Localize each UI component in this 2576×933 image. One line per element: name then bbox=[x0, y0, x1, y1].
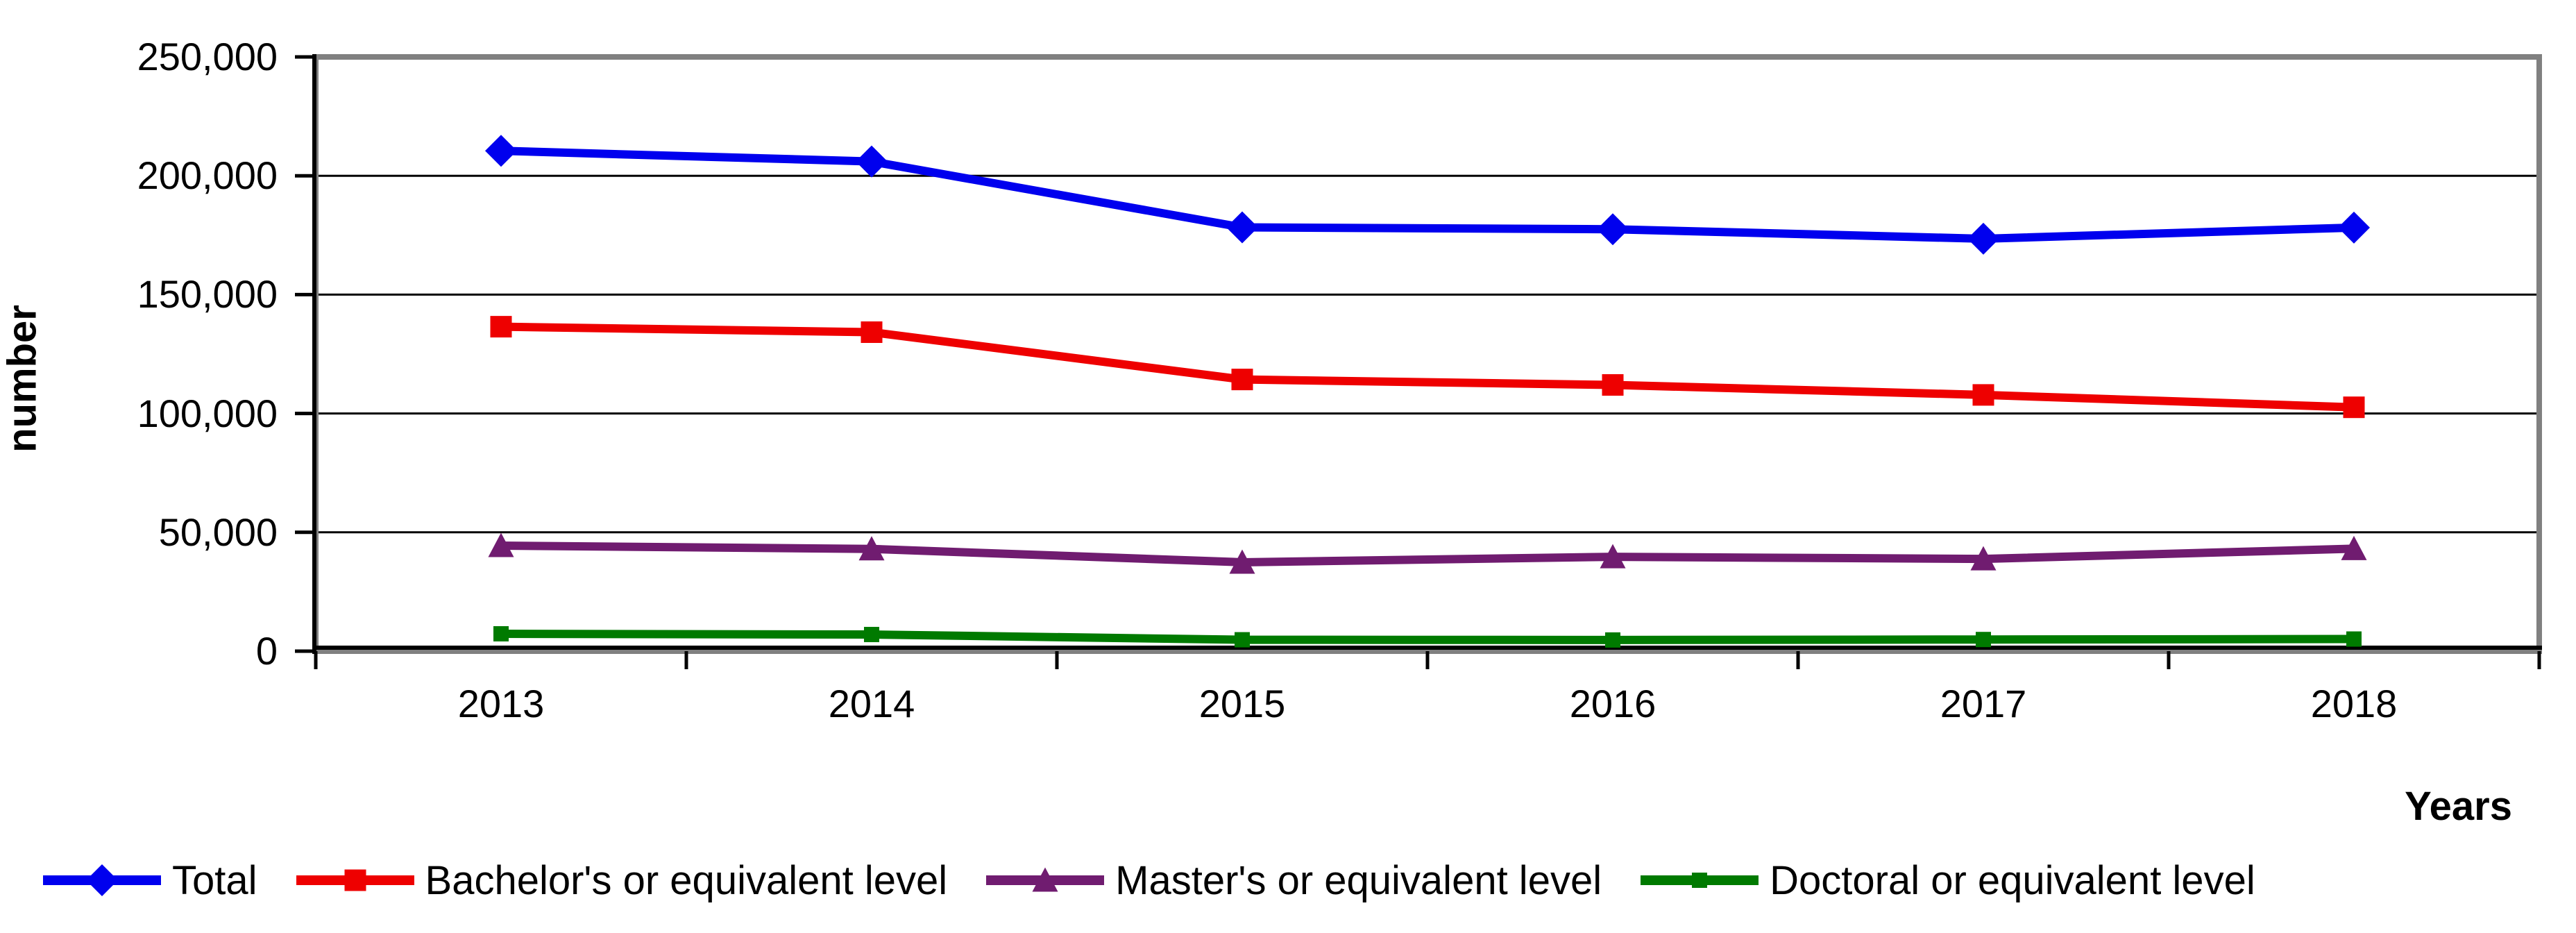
legend-label: Bachelor's or equivalent level bbox=[425, 857, 948, 903]
data-point-marker bbox=[1970, 546, 1997, 571]
legend-label: Doctoral or equivalent level bbox=[1770, 857, 2255, 903]
triangle-legend-marker-icon bbox=[986, 867, 1105, 892]
data-point-marker bbox=[1967, 222, 1999, 255]
y-axis-title: number bbox=[0, 305, 45, 453]
data-point-marker bbox=[2341, 535, 2367, 560]
series-line-2 bbox=[500, 541, 2355, 566]
data-point-marker bbox=[490, 316, 512, 338]
y-tick-label: 100,000 bbox=[137, 391, 278, 435]
data-point-marker bbox=[858, 536, 885, 561]
x-tick-label: 2014 bbox=[828, 682, 915, 725]
data-point-marker bbox=[2338, 211, 2370, 244]
data-point-marker bbox=[1226, 211, 1258, 244]
y-tick-label: 250,000 bbox=[137, 35, 278, 78]
x-tick-label: 2017 bbox=[1940, 682, 2027, 725]
y-tick-label: 50,000 bbox=[158, 510, 278, 554]
legend-label: Total bbox=[172, 857, 257, 903]
x-axis-title: Years bbox=[2405, 784, 2512, 829]
data-point-marker bbox=[1231, 369, 1253, 391]
square-small-legend-marker-icon bbox=[1641, 873, 1759, 888]
x-tick-label: 2016 bbox=[1569, 682, 1656, 725]
legend-label: Master's or equivalent level bbox=[1115, 857, 1602, 903]
chart-legend: Total Bachelor's or equivalent level Maste… bbox=[43, 848, 2541, 912]
data-point-marker bbox=[488, 532, 514, 557]
data-point-marker bbox=[344, 869, 366, 891]
data-point-marker bbox=[2343, 396, 2365, 419]
data-point-marker bbox=[1600, 544, 1626, 569]
data-point-marker bbox=[1597, 213, 1629, 246]
data-point-marker bbox=[1692, 873, 1708, 888]
data-point-marker bbox=[485, 135, 517, 167]
series-line-0 bbox=[500, 146, 2355, 243]
data-point-marker bbox=[861, 321, 883, 343]
data-point-marker bbox=[86, 864, 118, 896]
data-point-marker bbox=[1972, 384, 1994, 406]
data-point-marker bbox=[2346, 631, 2362, 647]
data-point-marker bbox=[1605, 632, 1620, 648]
legend-item: Bachelor's or equivalent level bbox=[296, 849, 948, 911]
data-point-marker bbox=[864, 627, 879, 643]
x-tick-label: 2015 bbox=[1198, 682, 1286, 725]
x-tick-label: 2013 bbox=[457, 682, 545, 725]
data-point-marker bbox=[1976, 632, 1991, 648]
data-point-marker bbox=[1229, 549, 1255, 574]
series-line-1 bbox=[500, 322, 2355, 412]
square-legend-marker-icon bbox=[296, 869, 414, 891]
data-point-marker bbox=[1032, 867, 1058, 892]
x-tick-label: 2018 bbox=[2310, 682, 2398, 725]
data-point-marker bbox=[856, 145, 888, 178]
diamond-legend-marker-icon bbox=[43, 864, 161, 896]
data-point-marker bbox=[1602, 374, 1624, 396]
y-tick-label: 0 bbox=[255, 629, 278, 673]
data-point-marker bbox=[493, 626, 509, 642]
data-point-marker bbox=[1235, 632, 1250, 648]
legend-item: Doctoral or equivalent level bbox=[1641, 849, 2255, 911]
y-tick-label: 150,000 bbox=[137, 272, 278, 317]
legend-item: Total bbox=[43, 849, 257, 911]
series-line-3 bbox=[500, 630, 2355, 644]
legend-item: Master's or equivalent level bbox=[986, 849, 1602, 911]
y-tick-label: 200,000 bbox=[137, 153, 278, 198]
